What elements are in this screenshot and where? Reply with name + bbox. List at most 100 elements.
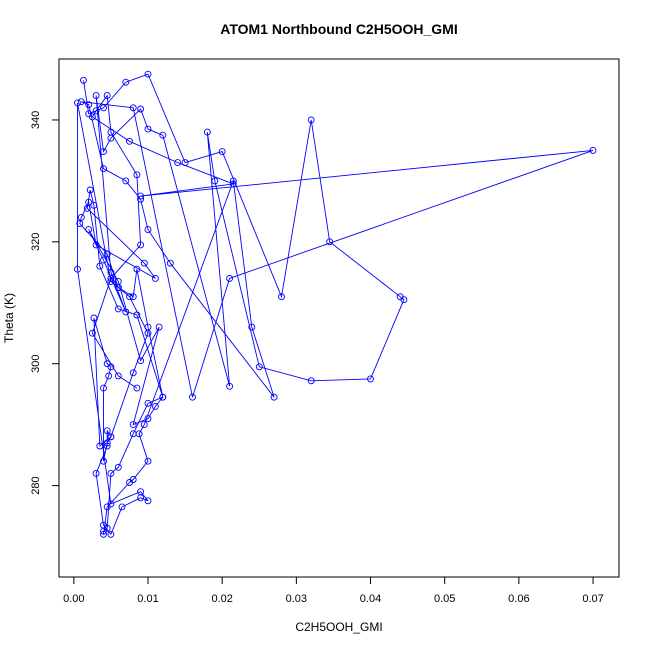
data-point bbox=[159, 131, 167, 139]
data-point bbox=[203, 128, 211, 136]
data-point bbox=[100, 165, 107, 173]
data-point bbox=[103, 442, 111, 450]
y-tick-label: 320 bbox=[30, 233, 42, 251]
data-point bbox=[80, 76, 87, 84]
data-point bbox=[100, 148, 107, 156]
data-point bbox=[229, 180, 237, 188]
data-point bbox=[114, 305, 122, 313]
data-point bbox=[85, 226, 93, 234]
plot-frame bbox=[58, 58, 620, 578]
data-point bbox=[151, 274, 159, 282]
data-point bbox=[92, 107, 100, 115]
data-point bbox=[129, 369, 137, 377]
data-point bbox=[100, 384, 107, 392]
data-point bbox=[103, 92, 111, 100]
x-tick-label: 0.00 bbox=[63, 593, 84, 605]
data-point bbox=[129, 476, 137, 483]
x-axis-label: C2H5OOH_GMI bbox=[295, 620, 382, 634]
x-tick-label: 0.03 bbox=[286, 593, 307, 605]
x-tick-label: 0.04 bbox=[360, 593, 381, 605]
data-point bbox=[137, 241, 145, 249]
data-point bbox=[135, 430, 143, 438]
data-point bbox=[100, 256, 107, 264]
data-point bbox=[181, 159, 189, 167]
data-point bbox=[118, 503, 126, 511]
data-point bbox=[77, 98, 85, 106]
data-point bbox=[137, 488, 145, 496]
data-point bbox=[144, 415, 152, 423]
data-point bbox=[137, 105, 145, 113]
data-point bbox=[105, 372, 113, 380]
data-point bbox=[74, 99, 81, 107]
data-point bbox=[103, 439, 111, 447]
data-point bbox=[159, 393, 167, 401]
y-tick-label: 300 bbox=[30, 355, 42, 373]
data-point bbox=[85, 198, 93, 206]
data-point bbox=[129, 293, 137, 301]
data-point bbox=[76, 220, 84, 227]
data-point bbox=[133, 265, 141, 273]
y-tick-label: 280 bbox=[30, 476, 42, 494]
x-tick-label: 0.02 bbox=[211, 593, 232, 605]
data-point bbox=[92, 241, 100, 249]
data-point bbox=[144, 125, 152, 133]
data-point bbox=[137, 357, 145, 365]
data-point bbox=[229, 177, 237, 185]
data-point bbox=[189, 393, 196, 401]
data-point bbox=[100, 104, 107, 112]
y-axis: 280 300 320 340 bbox=[30, 111, 59, 495]
data-point bbox=[133, 384, 141, 392]
data-point bbox=[74, 265, 81, 273]
data-point bbox=[166, 259, 174, 267]
x-tick-label: 0.07 bbox=[582, 593, 603, 605]
data-point bbox=[140, 259, 148, 267]
data-point bbox=[107, 274, 115, 282]
data-point bbox=[367, 375, 374, 383]
x-axis: 0.00 0.01 0.02 0.03 0.04 0.05 0.06 0.07 bbox=[63, 577, 604, 605]
x-tick-label: 0.01 bbox=[137, 593, 158, 605]
data-point bbox=[226, 382, 234, 390]
data-point bbox=[103, 250, 111, 258]
data-point bbox=[107, 530, 115, 538]
data-point bbox=[151, 402, 159, 410]
data-point bbox=[144, 497, 152, 505]
series-layer bbox=[74, 70, 597, 538]
data-point bbox=[107, 128, 115, 136]
data-point bbox=[100, 457, 107, 465]
data-point bbox=[114, 372, 122, 380]
data-point bbox=[103, 503, 111, 511]
data-point bbox=[107, 469, 115, 477]
data-point bbox=[144, 226, 152, 234]
data-point bbox=[126, 293, 133, 301]
data-point bbox=[270, 393, 278, 401]
y-axis-label: Theta (K) bbox=[2, 293, 16, 343]
data-point bbox=[100, 530, 107, 538]
data-point bbox=[107, 277, 115, 285]
data-point bbox=[114, 284, 122, 291]
data-point bbox=[103, 427, 111, 435]
data-point bbox=[96, 262, 104, 270]
data-point bbox=[211, 177, 219, 185]
data-point bbox=[88, 329, 96, 337]
data-point bbox=[129, 421, 137, 429]
data-point bbox=[85, 101, 93, 109]
data-point bbox=[122, 78, 130, 86]
data-point bbox=[218, 148, 226, 156]
data-point bbox=[107, 433, 115, 441]
y-tick-label: 340 bbox=[30, 111, 42, 129]
data-point bbox=[144, 399, 152, 407]
data-point bbox=[96, 442, 104, 450]
data-point bbox=[144, 70, 152, 78]
data-point bbox=[174, 159, 182, 167]
data-point bbox=[589, 146, 597, 154]
data-point bbox=[400, 296, 408, 304]
data-point bbox=[307, 377, 315, 385]
data-point bbox=[126, 137, 133, 145]
data-point bbox=[133, 171, 141, 179]
data-point bbox=[226, 274, 234, 282]
data-point bbox=[144, 457, 152, 465]
data-point bbox=[92, 92, 100, 100]
data-point bbox=[90, 201, 98, 209]
data-point bbox=[144, 323, 152, 331]
